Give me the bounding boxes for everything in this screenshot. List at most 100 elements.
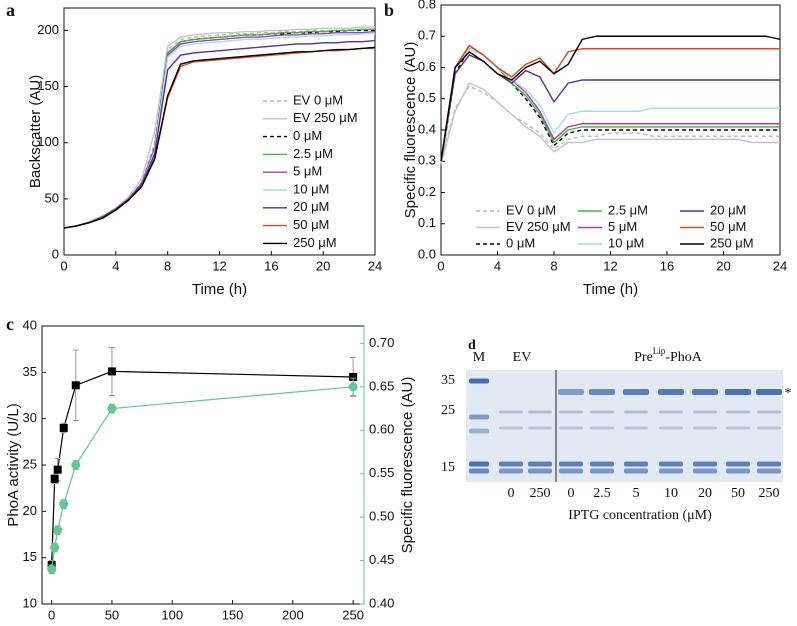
legend-label: EV 0 μM xyxy=(506,202,556,217)
legend-label: 250 μM xyxy=(710,235,754,250)
gel-band xyxy=(559,468,583,474)
y-tick-label: 0 xyxy=(52,246,59,261)
point xyxy=(71,381,80,390)
y-tick-label: 200 xyxy=(37,22,59,37)
plot-frame xyxy=(41,325,365,605)
gel-band xyxy=(469,428,489,434)
gel-band xyxy=(693,468,717,474)
y-tick-label: 35 xyxy=(23,364,37,379)
gel-band xyxy=(726,426,750,430)
legend-label: 5 μM xyxy=(608,219,637,234)
series-line xyxy=(440,35,781,162)
gel-band xyxy=(559,461,583,467)
point xyxy=(53,525,63,535)
x-tick-label: 4 xyxy=(112,258,119,273)
lane-label: 10 xyxy=(664,486,678,501)
gel-band xyxy=(726,410,750,414)
series-line xyxy=(63,46,376,229)
series-line xyxy=(440,47,780,165)
series-line xyxy=(440,44,780,165)
gel-band xyxy=(658,389,684,395)
construct-main: Pre xyxy=(634,350,653,365)
gel-band xyxy=(469,468,489,474)
y2-tick-label: 0.40 xyxy=(369,595,394,610)
point xyxy=(59,423,68,432)
gel-band xyxy=(659,426,683,430)
gel-band xyxy=(469,414,489,420)
gel-band xyxy=(624,461,648,467)
lane-label: 0 xyxy=(508,486,515,501)
y-axis-label: Specific fluorescence (AU) xyxy=(402,42,419,219)
legend-label: 10 μM xyxy=(293,181,329,196)
y-tick-label: 150 xyxy=(37,78,59,93)
y2-tick-label: 0.65 xyxy=(369,378,394,393)
x-tick-label: 8 xyxy=(164,258,171,273)
legend-label: 2.5 μM xyxy=(608,202,648,217)
gel-x-label: IPTG concentration (μM) xyxy=(568,508,712,523)
gel-band xyxy=(623,389,649,395)
series-line xyxy=(440,44,780,165)
lane-label: 5 xyxy=(633,486,640,501)
x-tick-label: 0 xyxy=(437,258,444,273)
x-axis-label: Time (h) xyxy=(192,281,247,298)
construct-label: PreLip-PhoA xyxy=(634,346,703,365)
y-tick-label: 30 xyxy=(23,410,37,425)
legend-label: EV 0 μM xyxy=(293,92,343,107)
gel-band xyxy=(757,410,781,414)
x-tick-label: 0 xyxy=(60,258,67,273)
legend-label: 0 μM xyxy=(506,235,535,250)
y-tick-label: 0.8 xyxy=(418,0,436,11)
y-tick-label: 0.3 xyxy=(418,153,436,168)
lane-label: 250 xyxy=(530,486,551,501)
gel-band xyxy=(590,426,614,430)
legend-label: 2.5 μM xyxy=(293,146,333,161)
y2-tick-label: 0.50 xyxy=(369,509,394,524)
y2-axis-label: Specific fluorescence (AU) xyxy=(399,377,416,554)
lane-label: 20 xyxy=(698,486,712,501)
gel-band xyxy=(469,461,489,467)
series-line xyxy=(63,39,376,229)
y-tick-label: 20 xyxy=(23,503,37,518)
y-tick-label: 0.6 xyxy=(418,59,436,74)
marker-size-label: 25 xyxy=(441,403,455,418)
series-line xyxy=(63,26,375,229)
panel-letter: c xyxy=(6,314,14,334)
gel-band xyxy=(624,426,648,430)
gel-band xyxy=(528,461,552,467)
legend-label: 50 μM xyxy=(293,217,329,232)
legend-label: 10 μM xyxy=(608,235,644,250)
gel-band xyxy=(590,461,614,467)
x-tick-label: 4 xyxy=(494,258,501,273)
y-tick-label: 0.0 xyxy=(418,246,436,261)
x-tick-label: 8 xyxy=(550,258,557,273)
gel-band xyxy=(624,468,648,474)
series-line xyxy=(440,82,780,165)
series-line xyxy=(51,386,354,570)
y2-tick-label: 0.60 xyxy=(369,422,394,437)
gel-band xyxy=(499,410,523,414)
gel-band xyxy=(499,468,523,474)
lane-label: 2.5 xyxy=(593,486,611,501)
point xyxy=(47,564,57,574)
y-axis-label: Backscatter (AU) xyxy=(27,75,44,188)
construct-tail: -PhoA xyxy=(665,350,702,365)
marker-size-label: 15 xyxy=(441,460,455,475)
y-tick-label: 0.2 xyxy=(418,184,436,199)
gel-band xyxy=(693,410,717,414)
gel-band xyxy=(469,378,489,384)
gel-band xyxy=(726,461,750,467)
x-tick-label: 20 xyxy=(716,258,730,273)
point xyxy=(50,543,60,553)
point xyxy=(107,404,117,414)
marker-size-label: 35 xyxy=(441,373,455,388)
x-tick-label: 150 xyxy=(222,607,244,622)
y-tick-label: 0.7 xyxy=(418,28,436,43)
gel-band xyxy=(757,461,781,467)
x-tick-label: 100 xyxy=(161,607,183,622)
lane-label: 0 xyxy=(568,486,575,501)
legend-label: 5 μM xyxy=(293,164,322,179)
y2-tick-label: 0.45 xyxy=(369,552,394,567)
gel-band xyxy=(528,410,552,414)
point xyxy=(59,499,69,509)
